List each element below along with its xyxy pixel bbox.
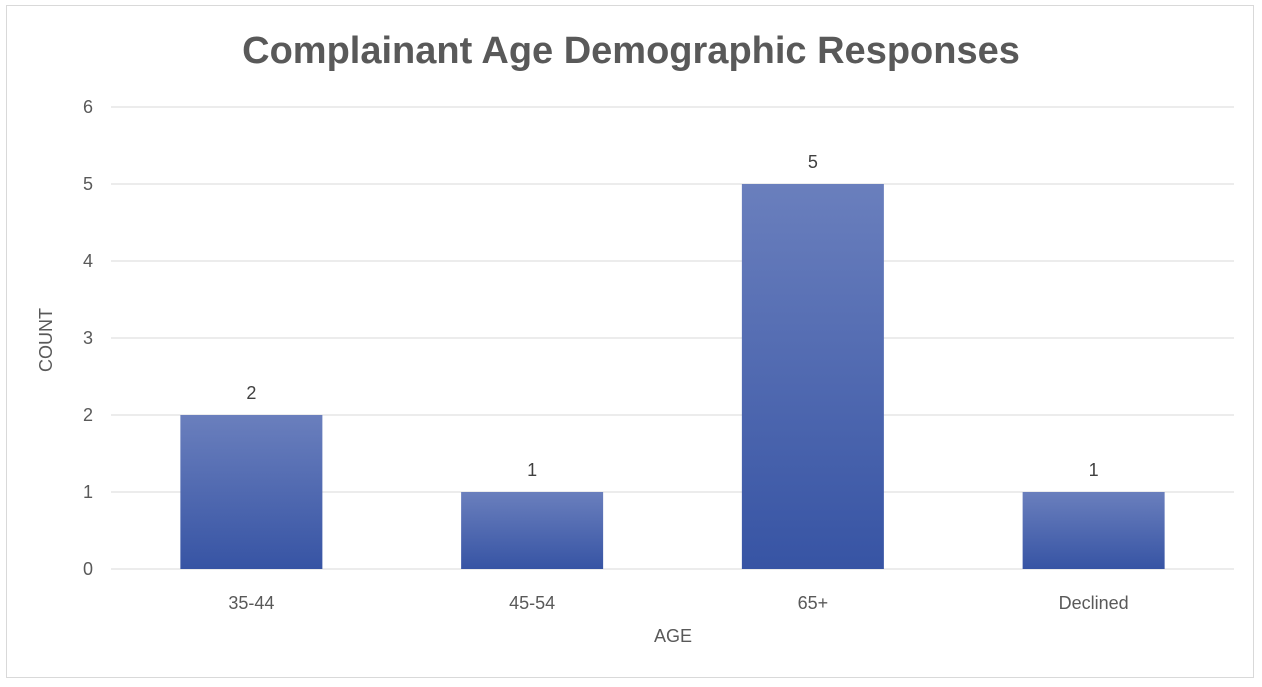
bars <box>180 184 1165 569</box>
data-label: 1 <box>1089 460 1099 480</box>
bar-45-54 <box>461 492 604 569</box>
y-tick-label: 6 <box>83 97 93 117</box>
x-tick-label: Declined <box>1059 593 1129 613</box>
x-axis-ticks: 35-44 45-54 65+ Declined <box>228 593 1128 613</box>
y-tick-label: 4 <box>83 251 93 271</box>
x-tick-label: 35-44 <box>228 593 274 613</box>
x-tick-label: 45-54 <box>509 593 555 613</box>
x-tick-label: 65+ <box>798 593 829 613</box>
data-label: 2 <box>246 383 256 403</box>
data-label: 5 <box>808 152 818 172</box>
y-tick-label: 2 <box>83 405 93 425</box>
y-tick-label: 1 <box>83 482 93 502</box>
bar-35-44 <box>180 415 323 569</box>
chart-title: Complainant Age Demographic Responses <box>242 30 1020 72</box>
x-axis-title: AGE <box>654 626 692 646</box>
y-tick-label: 5 <box>83 174 93 194</box>
y-tick-label: 3 <box>83 328 93 348</box>
bar-declined <box>1022 492 1165 569</box>
y-axis-ticks: 0 1 2 3 4 5 6 <box>83 97 93 579</box>
data-label: 1 <box>527 460 537 480</box>
y-axis-title: COUNT <box>36 308 56 372</box>
bar-65- <box>741 184 884 569</box>
data-labels: 2 1 5 1 <box>246 152 1098 480</box>
y-tick-label: 0 <box>83 559 93 579</box>
